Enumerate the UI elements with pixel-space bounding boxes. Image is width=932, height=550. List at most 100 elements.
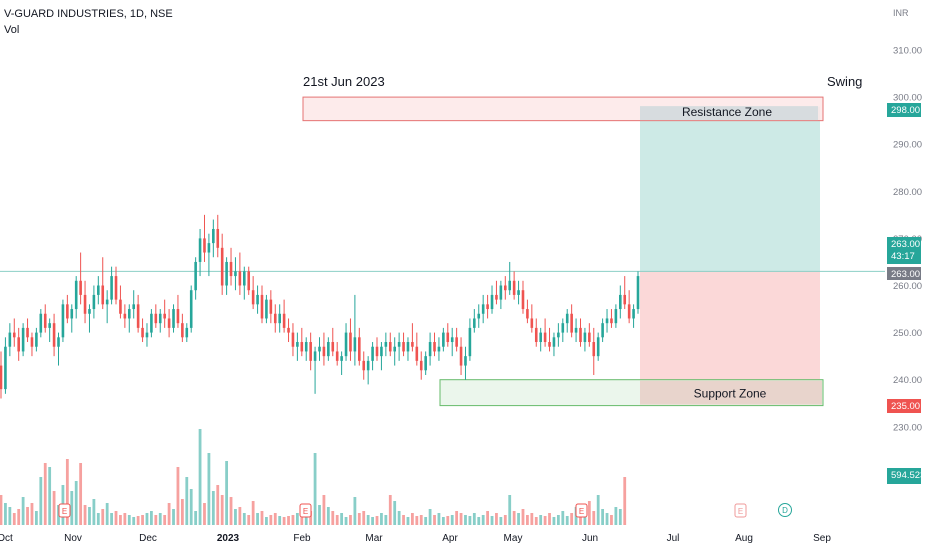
candle — [512, 271, 516, 300]
swing-annotation: Swing — [827, 74, 863, 89]
candle-body — [207, 243, 211, 253]
candle — [194, 257, 197, 300]
candle-body — [539, 332, 542, 343]
candle — [238, 252, 242, 295]
candle-body — [508, 280, 512, 291]
volume-bar — [123, 513, 127, 525]
candle — [216, 214, 220, 258]
target-price-tag-bg — [887, 103, 921, 117]
candlestick-series — [0, 214, 640, 399]
volume-bar — [273, 513, 277, 525]
candle-body — [459, 346, 463, 366]
volume-bar — [114, 511, 118, 525]
earnings-marker: E — [299, 503, 312, 518]
candle-body — [181, 323, 184, 338]
candle-body — [278, 313, 281, 324]
earnings-marker-box — [575, 503, 588, 518]
support-label-bg — [640, 380, 822, 405]
candle-body — [300, 342, 304, 352]
candle — [203, 214, 206, 262]
symbol-title: V-GUARD INDUSTRIES, 1D, NSE — [4, 8, 173, 20]
candle-body — [97, 285, 100, 295]
volume-bar — [291, 515, 295, 525]
volume-bar — [357, 513, 361, 525]
candle-body — [592, 342, 596, 357]
volume-bar — [570, 513, 574, 525]
volume-bar — [238, 507, 242, 525]
candle-body — [296, 342, 299, 347]
volume-bar — [26, 507, 29, 525]
volume-bar — [150, 511, 153, 525]
volume-bar — [446, 516, 450, 525]
candle — [198, 228, 202, 277]
volume-bar — [8, 507, 12, 525]
candle-body — [468, 327, 472, 357]
candle — [362, 351, 366, 380]
volume-bar — [65, 459, 69, 525]
candle-body — [632, 309, 635, 319]
candle — [437, 337, 441, 361]
volume-bar — [517, 513, 520, 525]
candle — [503, 276, 507, 300]
candle — [17, 327, 20, 361]
candle — [353, 294, 357, 366]
candle — [619, 285, 622, 319]
volume-bar — [410, 513, 414, 525]
candle-body — [256, 294, 259, 305]
candle-body — [136, 304, 140, 328]
candle-body — [450, 337, 454, 343]
candle — [57, 332, 60, 366]
candle — [424, 351, 427, 375]
volume-bar — [4, 503, 7, 525]
volume-bar — [88, 507, 91, 525]
candle-body — [225, 261, 228, 286]
candle — [415, 332, 419, 366]
candle-body — [411, 342, 414, 347]
candle-body — [552, 337, 556, 347]
volume-bar — [601, 509, 605, 525]
candle — [52, 313, 56, 357]
volume-bar — [415, 516, 419, 525]
y-tick-label: 280.00 — [893, 187, 922, 198]
candle-body — [561, 323, 565, 333]
candle — [543, 318, 547, 347]
candle — [43, 304, 47, 333]
candle — [225, 257, 228, 295]
candle — [508, 261, 512, 295]
candle-body — [344, 332, 348, 357]
volume-bar — [43, 463, 47, 525]
earnings-marker-letter: E — [738, 507, 743, 516]
candle — [526, 299, 529, 324]
candle-body — [313, 351, 317, 361]
candle-body — [402, 342, 405, 352]
candle-body — [455, 337, 458, 347]
dividend-marker-letter: D — [782, 506, 788, 515]
candle-body — [35, 332, 38, 347]
volume-bar — [477, 517, 481, 525]
candle-body — [495, 294, 498, 300]
candle-body — [388, 342, 392, 352]
volume-bar — [127, 515, 131, 525]
volume-bar — [433, 515, 436, 525]
candle-body — [150, 313, 153, 333]
candle — [428, 332, 432, 366]
price-line-tag-bg — [887, 267, 921, 280]
candle — [313, 346, 317, 394]
candle-body — [66, 304, 69, 319]
volume-bar — [256, 513, 259, 525]
volume-bar — [526, 515, 529, 525]
candle — [163, 299, 166, 328]
candle-body — [163, 313, 166, 319]
y-tick-label: 260.00 — [893, 281, 922, 292]
volume-bar — [167, 503, 171, 525]
volume-bar — [34, 511, 38, 525]
candle — [446, 323, 450, 347]
volume-bar — [512, 511, 516, 525]
y-tick-label: 240.00 — [893, 375, 922, 386]
candle-body — [437, 346, 441, 352]
candle — [291, 323, 295, 357]
candle-body — [242, 271, 246, 286]
volume-bar — [349, 515, 352, 525]
volume-bar — [304, 514, 308, 525]
